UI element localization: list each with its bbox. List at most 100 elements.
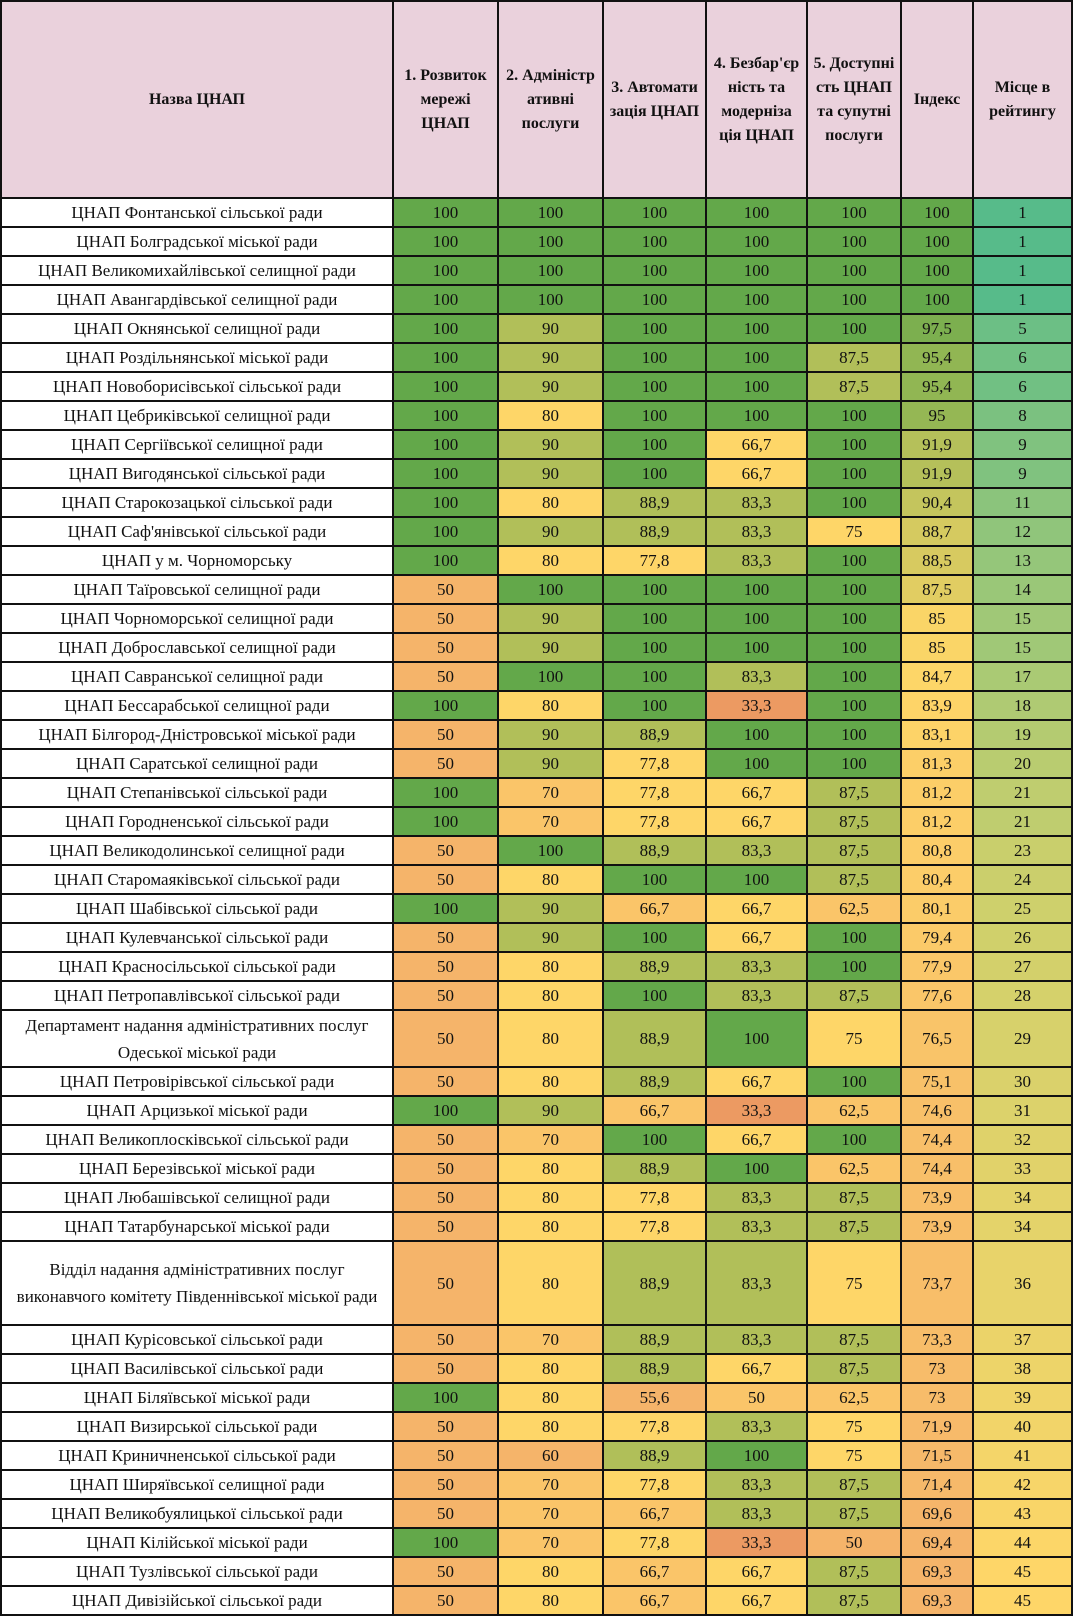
automation-cell: 88,9 <box>602 1009 707 1068</box>
cnap-name-cell: ЦНАП Криничненської сільської ради <box>0 1440 394 1471</box>
network-cell: 50 <box>392 1556 499 1587</box>
table-row: ЦНАП Кулевчанської сільської ради 50 90 100… <box>0 922 1073 953</box>
cnap-name-cell: ЦНАП Городненської сільської ради <box>0 806 394 837</box>
availability-cell: 100 <box>806 313 902 344</box>
admin-services-cell: 90 <box>497 719 604 750</box>
rank-cell: 12 <box>972 516 1073 547</box>
admin-services-cell: 90 <box>497 1095 604 1126</box>
index-cell: 80,1 <box>900 893 974 924</box>
accessibility-cell: 100 <box>705 864 808 895</box>
network-cell: 50 <box>392 1411 499 1442</box>
automation-cell: 77,8 <box>602 1411 707 1442</box>
automation-cell: 66,7 <box>602 1095 707 1126</box>
rank-cell: 33 <box>972 1153 1073 1184</box>
availability-cell: 100 <box>806 458 902 489</box>
network-cell: 50 <box>392 1066 499 1097</box>
rank-cell: 17 <box>972 661 1073 692</box>
rank-cell: 21 <box>972 777 1073 808</box>
rank-cell: 43 <box>972 1498 1073 1529</box>
cnap-name-cell: Відділ надання адміністративних послуг в… <box>0 1240 394 1326</box>
table-row: ЦНАП Татарбунарської міської ради 50 80 77,… <box>0 1211 1073 1242</box>
cnap-name-cell: ЦНАП Авангардівської селищної ради <box>0 284 394 315</box>
admin-services-cell: 100 <box>497 661 604 692</box>
accessibility-cell: 66,7 <box>705 458 808 489</box>
availability-cell: 87,5 <box>806 342 902 373</box>
availability-cell: 87,5 <box>806 371 902 402</box>
index-cell: 83,1 <box>900 719 974 750</box>
admin-services-cell: 90 <box>497 748 604 779</box>
availability-cell: 62,5 <box>806 1153 902 1184</box>
network-cell: 100 <box>392 342 499 373</box>
network-cell: 100 <box>392 1382 499 1413</box>
accessibility-cell: 66,7 <box>705 1585 808 1616</box>
availability-cell: 87,5 <box>806 1469 902 1500</box>
rank-cell: 6 <box>972 371 1073 402</box>
index-cell: 76,5 <box>900 1009 974 1068</box>
admin-services-cell: 70 <box>497 1124 604 1155</box>
availability-cell: 100 <box>806 429 902 460</box>
automation-cell: 88,9 <box>602 516 707 547</box>
availability-cell: 62,5 <box>806 1382 902 1413</box>
accessibility-cell: 66,7 <box>705 922 808 953</box>
table-row: ЦНАП Саратської селищної ради 50 90 77,8 100… <box>0 748 1073 779</box>
automation-cell: 100 <box>602 632 707 663</box>
cnap-name-cell: ЦНАП Вигодянської сільської ради <box>0 458 394 489</box>
rank-cell: 25 <box>972 893 1073 924</box>
automation-cell: 77,8 <box>602 545 707 576</box>
network-cell: 50 <box>392 1153 499 1184</box>
automation-cell: 66,7 <box>602 1585 707 1616</box>
cnap-name-cell: ЦНАП Дивізійської сільської ради <box>0 1585 394 1616</box>
table-row: ЦНАП Окнянської селищної ради 100 90 100 100… <box>0 313 1073 344</box>
table-row: ЦНАП Петропавлівської сільської ради 50 80… <box>0 980 1073 1011</box>
rank-cell: 32 <box>972 1124 1073 1155</box>
table-row: ЦНАП Криничненської сільської ради 50 60 88… <box>0 1440 1073 1471</box>
automation-cell: 100 <box>602 197 707 228</box>
accessibility-cell: 100 <box>705 748 808 779</box>
index-cell: 87,5 <box>900 574 974 605</box>
admin-services-cell: 100 <box>497 574 604 605</box>
automation-cell: 100 <box>602 226 707 257</box>
header-rank: Місце в рейтингу <box>972 0 1073 199</box>
automation-cell: 66,7 <box>602 893 707 924</box>
availability-cell: 100 <box>806 284 902 315</box>
network-cell: 50 <box>392 1353 499 1384</box>
cnap-name-cell: ЦНАП Сергіївської селищної ради <box>0 429 394 460</box>
table-row: ЦНАП Саф'янівської сільської ради 100 90 88… <box>0 516 1073 547</box>
index-cell: 81,2 <box>900 777 974 808</box>
availability-cell: 75 <box>806 1009 902 1068</box>
cnap-name-cell: ЦНАП Петровірівської сільської ради <box>0 1066 394 1097</box>
automation-cell: 100 <box>602 400 707 431</box>
accessibility-cell: 66,7 <box>705 1353 808 1384</box>
table-row: ЦНАП Красносільської сільської ради 50 80 8… <box>0 951 1073 982</box>
header-admin-services: 2. Адміністр ативні послуги <box>497 0 604 199</box>
automation-cell: 100 <box>602 371 707 402</box>
admin-services-cell: 100 <box>497 284 604 315</box>
table-row: ЦНАП Березівської міської ради 50 80 88,9 10… <box>0 1153 1073 1184</box>
admin-services-cell: 70 <box>497 1324 604 1355</box>
automation-cell: 100 <box>602 603 707 634</box>
cnap-name-cell: ЦНАП Фонтанської сільської ради <box>0 197 394 228</box>
admin-services-cell: 70 <box>497 1527 604 1558</box>
rank-cell: 18 <box>972 690 1073 721</box>
cnap-name-cell: ЦНАП Саратської селищної ради <box>0 748 394 779</box>
table-row: ЦНАП Арцизької міської ради 100 90 66,7 33,3… <box>0 1095 1073 1126</box>
accessibility-cell: 100 <box>705 342 808 373</box>
table-row: ЦНАП Ширяївської селищної ради 50 70 77,8 83… <box>0 1469 1073 1500</box>
cnap-name-cell: ЦНАП Любашівської селищної ради <box>0 1182 394 1213</box>
admin-services-cell: 90 <box>497 342 604 373</box>
accessibility-cell: 66,7 <box>705 1556 808 1587</box>
accessibility-cell: 100 <box>705 1440 808 1471</box>
cnap-name-cell: ЦНАП Новоборисівської сільської ради <box>0 371 394 402</box>
cnap-name-cell: ЦНАП Таїровської селищної ради <box>0 574 394 605</box>
accessibility-cell: 83,3 <box>705 951 808 982</box>
index-cell: 81,2 <box>900 806 974 837</box>
table-row: ЦНАП Великобуялицької сільської ради 50 70… <box>0 1498 1073 1529</box>
automation-cell: 88,9 <box>602 951 707 982</box>
admin-services-cell: 80 <box>497 1585 604 1616</box>
availability-cell: 75 <box>806 1440 902 1471</box>
cnap-name-cell: ЦНАП Великоплосківської сільської ради <box>0 1124 394 1155</box>
table-row: ЦНАП Авангардівської селищної ради 100 100… <box>0 284 1073 315</box>
network-cell: 100 <box>392 429 499 460</box>
automation-cell: 100 <box>602 458 707 489</box>
